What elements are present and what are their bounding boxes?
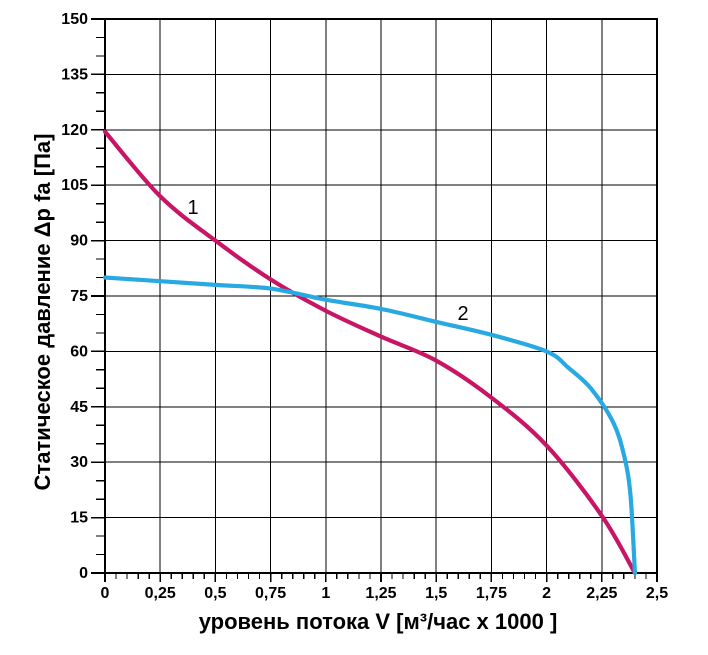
x-tick-label: 2,25 [586, 585, 617, 602]
y-tick-label: 45 [70, 399, 88, 416]
y-tick-label: 90 [70, 233, 88, 250]
y-tick-label: 120 [61, 122, 88, 139]
x-tick-label: 2,5 [646, 585, 668, 602]
y-tick-label: 0 [79, 565, 88, 582]
y-tick-label: 60 [70, 343, 88, 360]
x-tick-label: 1,5 [425, 585, 447, 602]
x-axis-title: уровень потока V [м³/час x 1000 ] [199, 609, 558, 634]
x-tick-label: 0,5 [204, 585, 226, 602]
curve-1 [102, 129, 637, 576]
x-tick-label: 0,25 [145, 585, 176, 602]
x-tick-label: 1,25 [365, 585, 396, 602]
y-tick-label: 30 [70, 454, 88, 471]
curve-2 [102, 275, 637, 576]
x-tick-label: 1 [321, 585, 330, 602]
y-axis-title: Статическое давление Δp fa [Па] [30, 134, 55, 491]
curve-2-label: 2 [457, 303, 468, 325]
x-tick-label: 0,75 [255, 585, 286, 602]
curve-1-label: 1 [187, 197, 198, 219]
x-tick-label: 1,75 [476, 585, 507, 602]
x-tick-label: 0 [101, 585, 110, 602]
y-tick-label: 150 [61, 11, 88, 28]
chart-render-layer: 0 0,25 0,5 0,75 1 1,25 1,5 1,75 2 2,25 2,5 0 15 30 45 6… [61, 11, 668, 602]
x-tick-label: 2 [542, 585, 551, 602]
y-tick-label: 105 [61, 177, 88, 194]
y-tick-label: 135 [61, 66, 88, 83]
y-tick-label: 15 [70, 510, 88, 527]
y-tick-label: 75 [70, 288, 88, 305]
